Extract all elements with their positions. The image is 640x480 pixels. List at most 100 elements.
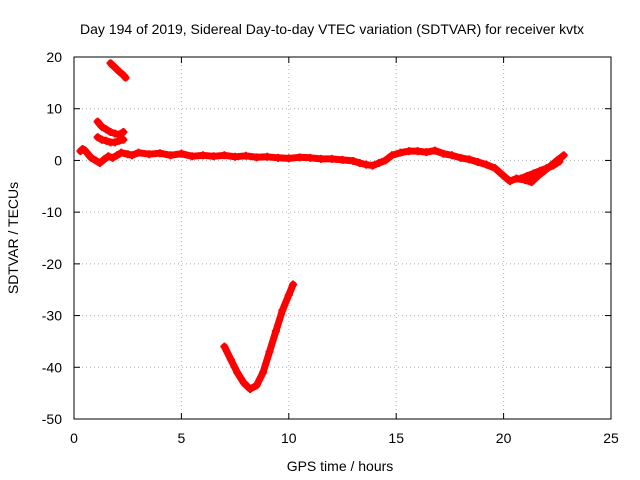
data-point — [338, 155, 347, 164]
grid — [74, 57, 611, 419]
x-tick-label: 0 — [70, 430, 78, 446]
data-point — [516, 174, 525, 183]
y-axis-label: SDTVAR / TECUs — [5, 182, 21, 294]
y-tick-label: -40 — [42, 359, 62, 375]
data-point — [252, 153, 261, 162]
data-point — [145, 150, 154, 159]
data-point — [375, 159, 384, 168]
series-middle-arc — [93, 133, 128, 147]
data-point — [102, 136, 111, 145]
data-point — [306, 153, 315, 162]
y-tick-label: 10 — [46, 101, 62, 117]
data-point — [220, 342, 229, 351]
data-point — [106, 127, 115, 136]
data-point — [119, 127, 128, 136]
data-point — [456, 153, 465, 162]
data-point — [106, 59, 115, 68]
data-point — [97, 135, 106, 144]
data-point — [231, 152, 240, 161]
data-point — [119, 135, 128, 144]
data-point — [430, 146, 439, 155]
data-point — [241, 151, 250, 160]
series-top-fragment — [106, 59, 130, 82]
data-point — [265, 347, 274, 356]
series-dip — [220, 280, 298, 394]
axis-ticks: 0 5 10 15 20 25 -50 -40 -30 -20 -10 0 10 20 — [42, 49, 619, 446]
data-point — [198, 151, 207, 160]
data-point — [368, 161, 377, 170]
data-point — [112, 151, 121, 160]
data-point — [529, 169, 538, 178]
data-point — [499, 171, 508, 180]
data-point — [121, 73, 130, 82]
data-point — [289, 280, 298, 289]
y-tick-label: 20 — [46, 49, 62, 65]
data-point — [259, 368, 268, 377]
data-point — [102, 125, 111, 134]
data-point — [317, 154, 326, 163]
data-point — [422, 148, 431, 157]
data-point — [381, 156, 390, 165]
data-point — [536, 166, 545, 175]
x-axis-label: GPS time / hours — [287, 458, 394, 474]
y-tick-label: -20 — [42, 256, 62, 272]
data-point — [91, 156, 100, 165]
x-tick-label: 10 — [281, 430, 297, 446]
data-point — [123, 150, 132, 159]
data-point — [93, 133, 102, 142]
data-point — [482, 160, 491, 169]
series-upper-arc — [93, 117, 128, 139]
x-tick-label: 15 — [388, 430, 404, 446]
data-point — [271, 327, 280, 336]
data-point — [226, 355, 235, 364]
data-point — [284, 290, 293, 299]
data-point — [491, 164, 500, 173]
data-point — [110, 63, 119, 72]
data-point — [448, 151, 457, 160]
x-tick-label: 5 — [178, 430, 186, 446]
y-tick-label: 0 — [54, 152, 62, 168]
data-point — [127, 151, 136, 160]
data-point — [246, 385, 255, 394]
data-point — [327, 154, 336, 163]
data-point — [278, 306, 287, 315]
data-point — [93, 117, 102, 126]
data-point — [104, 152, 113, 161]
data-point — [549, 161, 558, 170]
data-point — [188, 152, 197, 161]
data-point — [387, 151, 396, 160]
data-point — [134, 148, 143, 157]
data-point — [349, 156, 358, 165]
data-point — [413, 147, 422, 156]
series-line-dip — [220, 281, 297, 393]
data-point — [439, 149, 448, 158]
data-point — [115, 136, 124, 145]
data-point — [115, 67, 124, 76]
data-point — [284, 154, 293, 163]
data-point — [87, 153, 96, 162]
data-point — [274, 153, 283, 162]
series-main — [76, 145, 568, 187]
data-point — [252, 381, 261, 390]
data-point — [559, 151, 568, 160]
data-point — [542, 164, 551, 173]
data-point — [465, 155, 474, 164]
data-point — [220, 151, 229, 160]
data-point — [263, 152, 272, 161]
data-point — [405, 147, 414, 156]
data-point — [362, 160, 371, 169]
data-point — [110, 129, 119, 138]
data-point — [233, 368, 242, 377]
data-point — [295, 153, 304, 162]
y-tick-label: -50 — [42, 411, 62, 427]
data-point — [523, 171, 532, 180]
data-series — [76, 59, 568, 394]
data-point — [239, 378, 248, 387]
y-tick-label: -30 — [42, 308, 62, 324]
data-point — [527, 178, 536, 187]
data-point — [555, 157, 564, 166]
data-point — [355, 159, 364, 168]
data-point — [110, 138, 119, 147]
data-point — [209, 152, 218, 161]
